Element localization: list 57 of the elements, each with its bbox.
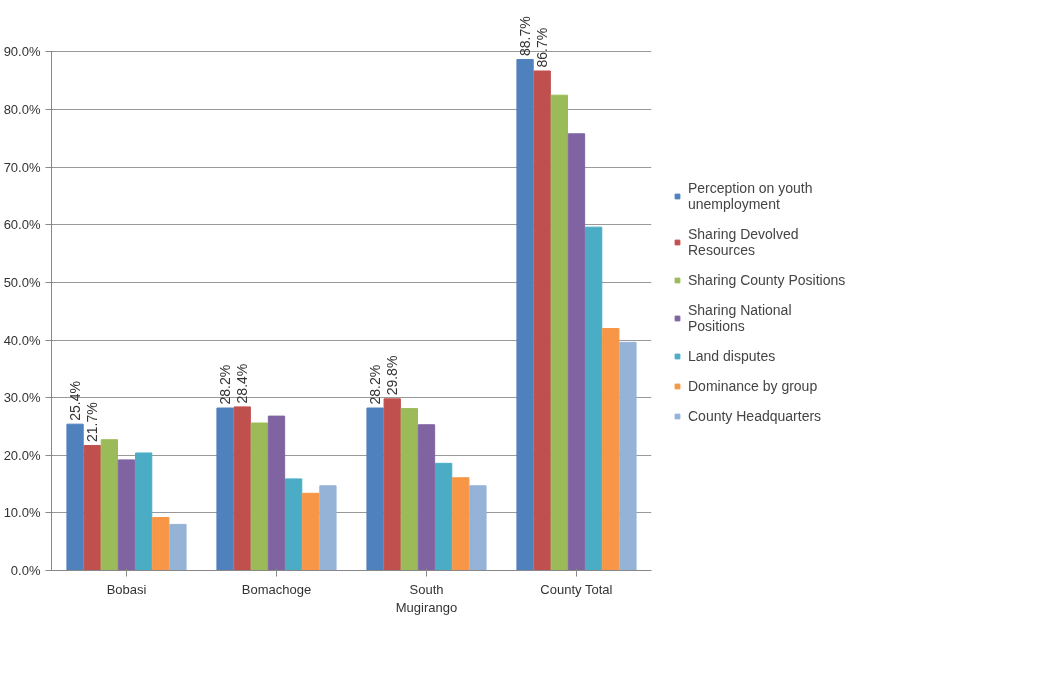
bar xyxy=(216,407,234,571)
bar xyxy=(100,439,118,571)
bar xyxy=(567,133,586,571)
bar xyxy=(383,398,401,571)
legend-label: Land disputes xyxy=(688,347,776,364)
y-tick-label: 60.0% xyxy=(3,217,41,233)
bar xyxy=(400,408,418,571)
bar xyxy=(152,517,170,571)
y-tick-label: 20.0% xyxy=(3,447,41,463)
x-tick-label: South Mugirango xyxy=(395,581,458,615)
bar xyxy=(233,406,251,571)
bar xyxy=(267,415,286,571)
legend-label: Sharing Devolved Resources xyxy=(688,225,799,258)
data-label: 88.7% xyxy=(517,16,534,57)
bar xyxy=(117,459,136,571)
y-tick-label: 90.0% xyxy=(3,44,41,60)
bar xyxy=(602,328,620,571)
bar xyxy=(285,478,303,571)
data-label: 28.2% xyxy=(367,364,384,405)
bar xyxy=(469,485,487,571)
y-tick-label: 80.0% xyxy=(3,102,41,118)
bar xyxy=(550,94,568,571)
y-tick-label: 50.0% xyxy=(3,274,41,290)
bar xyxy=(585,226,603,571)
legend-label: Sharing National Positions xyxy=(688,301,792,334)
bar xyxy=(619,341,637,571)
x-tick-label: County Total xyxy=(540,581,613,597)
bar xyxy=(319,485,337,571)
legend-label: County Headquarters xyxy=(688,407,822,424)
bar xyxy=(250,422,268,571)
bar xyxy=(452,477,470,571)
y-tick-label: 0.0% xyxy=(10,563,41,578)
x-tick-label: Bobasi xyxy=(106,581,147,597)
bar xyxy=(417,424,436,571)
y-tick-label: 30.0% xyxy=(3,390,41,406)
bar xyxy=(169,523,187,571)
bar xyxy=(83,444,101,571)
data-label: 25.4% xyxy=(67,381,84,421)
y-tick-label: 70.0% xyxy=(3,159,41,175)
bar xyxy=(135,452,153,571)
bar xyxy=(66,423,84,571)
data-label: 28.4% xyxy=(234,363,251,404)
data-label: 29.8% xyxy=(384,355,401,396)
bar xyxy=(533,70,551,571)
bar xyxy=(435,462,453,571)
legend-label: Sharing County Positions xyxy=(688,271,846,288)
data-label: 21.7% xyxy=(84,402,101,443)
data-label: 28.2% xyxy=(217,364,234,405)
bar xyxy=(516,58,534,571)
y-tick-label: 40.0% xyxy=(3,332,41,348)
legend-label: Perception on youth unemployment xyxy=(688,179,813,212)
legend-label: Dominance by group xyxy=(688,377,818,394)
data-label: 86.7% xyxy=(534,27,551,68)
bar xyxy=(302,492,320,571)
y-tick-label: 10.0% xyxy=(3,505,41,521)
bar xyxy=(366,407,384,571)
x-tick-label: Bomachoge xyxy=(241,581,312,597)
